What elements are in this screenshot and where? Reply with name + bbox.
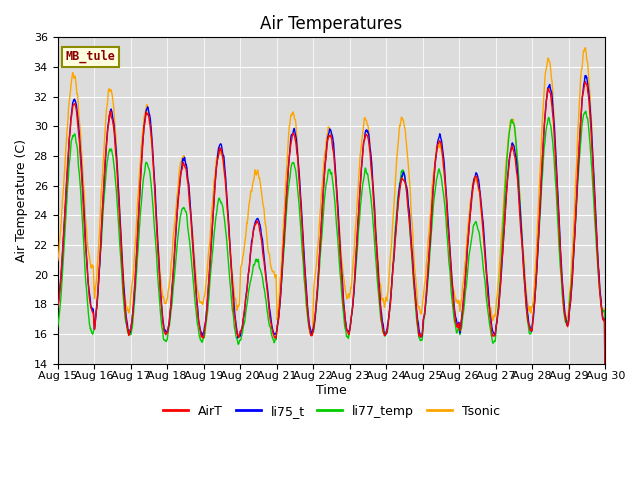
- Tsonic: [54, 258, 61, 264]
- AirT: [582, 79, 589, 84]
- AirT: [54, 305, 61, 311]
- li75_t: [162, 329, 170, 335]
- li77_temp: [54, 324, 61, 330]
- Tsonic: [581, 45, 589, 50]
- li77_temp: [488, 336, 496, 341]
- Legend: AirT, li75_t, li77_temp, Tsonic: AirT, li75_t, li77_temp, Tsonic: [158, 400, 505, 423]
- li77_temp: [237, 337, 244, 343]
- li75_t: [237, 331, 244, 337]
- Line: Tsonic: Tsonic: [58, 48, 605, 480]
- li77_temp: [536, 208, 544, 214]
- Line: li77_temp: li77_temp: [58, 111, 605, 480]
- Line: AirT: AirT: [58, 82, 605, 480]
- li77_temp: [162, 338, 170, 344]
- Tsonic: [488, 314, 496, 320]
- li75_t: [536, 202, 544, 208]
- Tsonic: [175, 168, 183, 174]
- Text: MB_tule: MB_tule: [66, 50, 116, 63]
- li75_t: [175, 185, 183, 191]
- li77_temp: [602, 477, 609, 480]
- li75_t: [417, 333, 424, 338]
- Y-axis label: Air Temperature (C): Air Temperature (C): [15, 139, 28, 262]
- AirT: [536, 197, 544, 203]
- AirT: [175, 185, 183, 191]
- AirT: [417, 334, 424, 340]
- li75_t: [54, 305, 61, 311]
- Tsonic: [536, 165, 544, 170]
- AirT: [237, 329, 244, 335]
- Line: li75_t: li75_t: [58, 75, 605, 480]
- AirT: [488, 330, 496, 336]
- li77_temp: [417, 338, 424, 344]
- li75_t: [488, 324, 496, 330]
- AirT: [162, 332, 170, 337]
- Title: Air Temperatures: Air Temperatures: [260, 15, 403, 33]
- li77_temp: [582, 108, 589, 114]
- li77_temp: [175, 221, 183, 227]
- X-axis label: Time: Time: [316, 384, 347, 397]
- Tsonic: [417, 310, 424, 315]
- Tsonic: [162, 300, 170, 306]
- li75_t: [582, 72, 589, 78]
- Tsonic: [237, 265, 244, 271]
